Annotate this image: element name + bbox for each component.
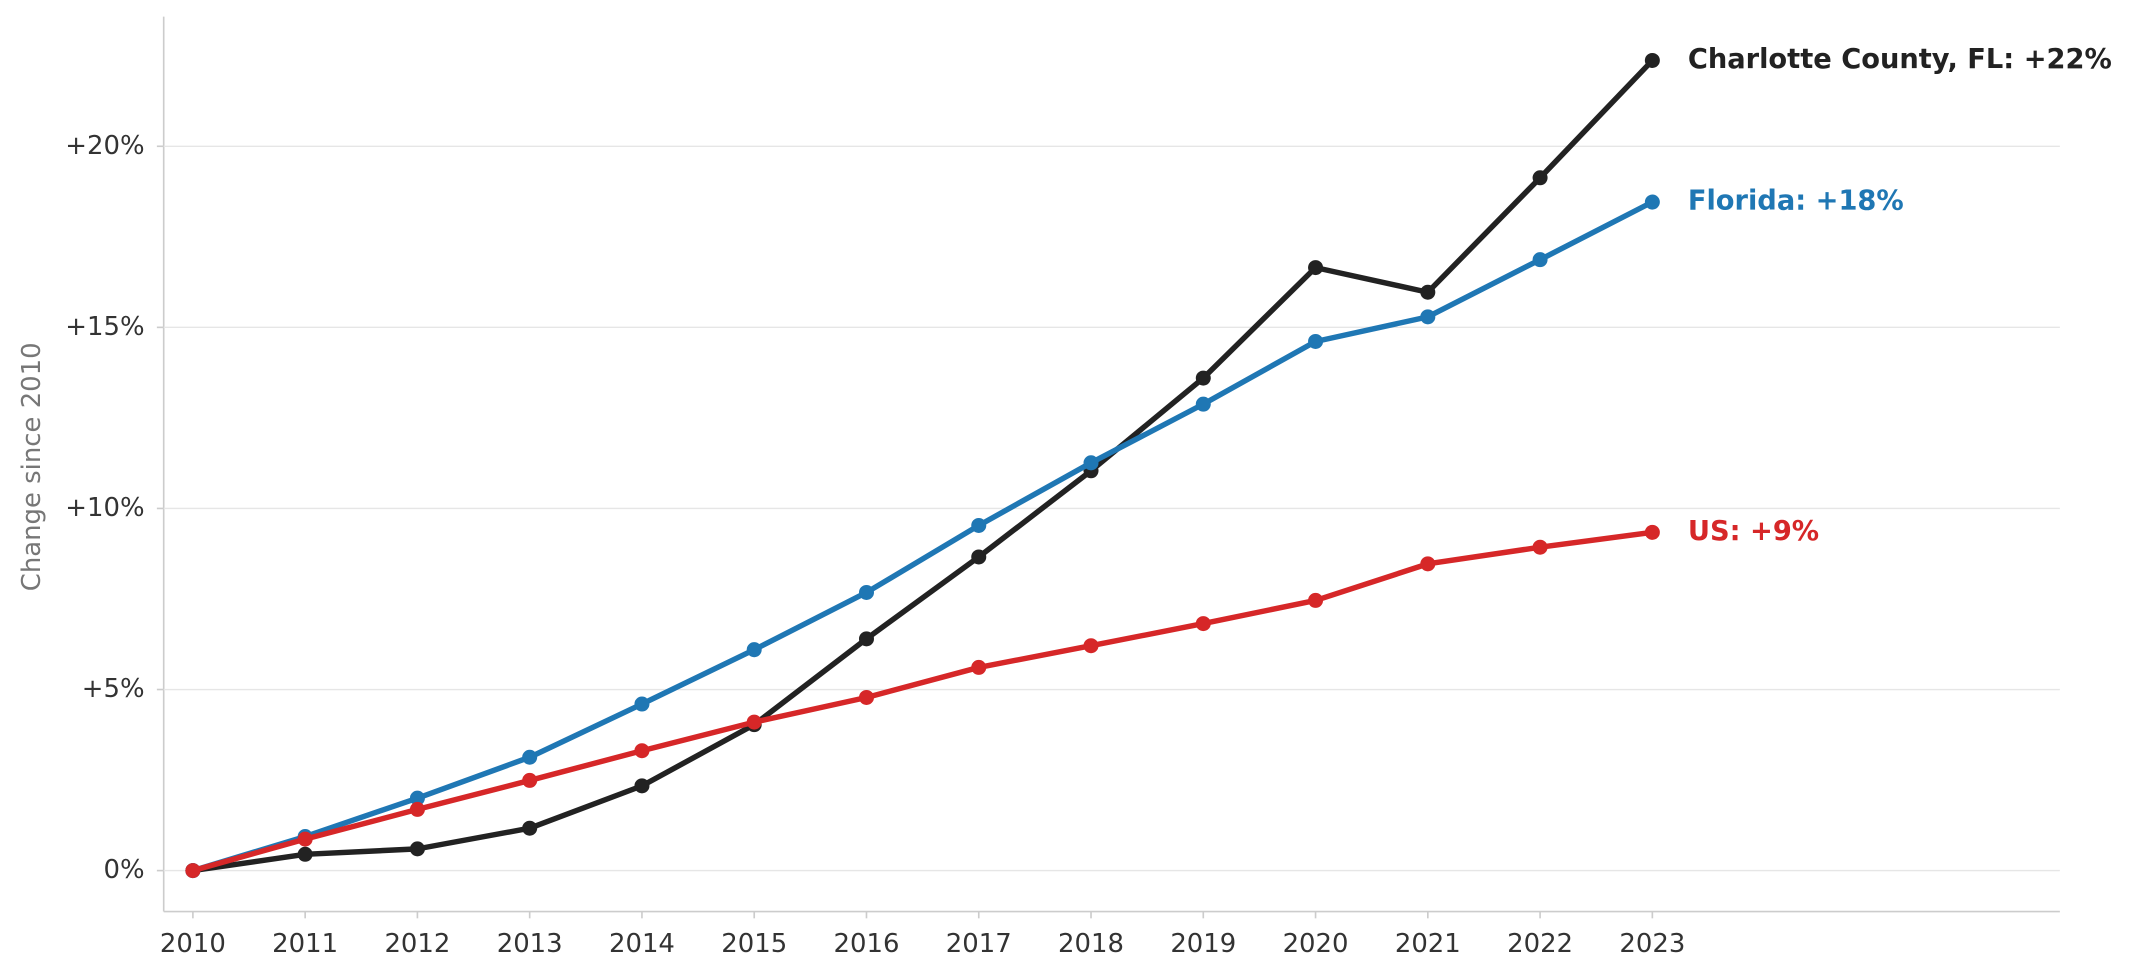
point [1532,539,1548,555]
point [971,659,987,675]
point [634,743,650,759]
series-label: Florida: +18% [1688,186,1904,217]
x-tick-label: 2020 [1283,929,1349,959]
point [1195,616,1211,632]
point [409,841,425,857]
point [746,642,762,658]
x-tick-label: 2016 [834,929,900,959]
point [185,863,201,879]
point [522,772,538,788]
point [1308,592,1324,608]
point [1644,52,1660,68]
x-tick-label: 2018 [1058,929,1124,959]
point [409,801,425,817]
point [1195,396,1211,412]
point [634,778,650,794]
point [409,790,425,806]
point [1420,556,1436,572]
x-tick-label: 2019 [1170,929,1236,959]
point [297,846,313,862]
point [1420,309,1436,325]
y-tick-label: 0% [103,855,144,885]
x-tick-label: 2021 [1395,929,1461,959]
point [858,689,874,705]
point [1308,333,1324,349]
point [1644,524,1660,540]
point [1195,370,1211,386]
series-line [192,199,1654,874]
point [522,820,538,836]
x-tick-label: 2013 [497,929,563,959]
x-tick-label: 2022 [1507,929,1573,959]
x-tick-label: 2017 [946,929,1012,959]
point [858,631,874,647]
point [297,831,313,847]
series-label: Charlotte County, FL: +22% [1688,44,2112,75]
point [1083,638,1099,654]
point [1644,194,1660,210]
series-line [192,58,1655,874]
series-label: US: +9% [1688,516,1819,547]
point [971,517,987,533]
y-tick-label: +20% [65,131,144,161]
x-tick-label: 2011 [272,929,338,959]
series-line [192,529,1653,874]
y-tick-label: +10% [65,493,144,523]
x-tick-label: 2014 [609,929,675,959]
point [1532,170,1548,186]
point [1532,252,1548,268]
x-tick-label: 2015 [721,929,787,959]
y-tick-label: +5% [82,674,145,704]
point [1420,284,1436,300]
x-tick-label: 2010 [160,929,226,959]
point [858,584,874,600]
point [1083,455,1099,471]
point [971,549,987,565]
point [746,714,762,730]
y-tick-label: +15% [65,312,144,342]
point [1308,260,1324,276]
point [522,749,538,765]
y-axis-label: Change since 2010 [17,342,47,591]
x-tick-label: 2023 [1619,929,1685,959]
point [634,696,650,712]
x-tick-label: 2012 [384,929,450,959]
